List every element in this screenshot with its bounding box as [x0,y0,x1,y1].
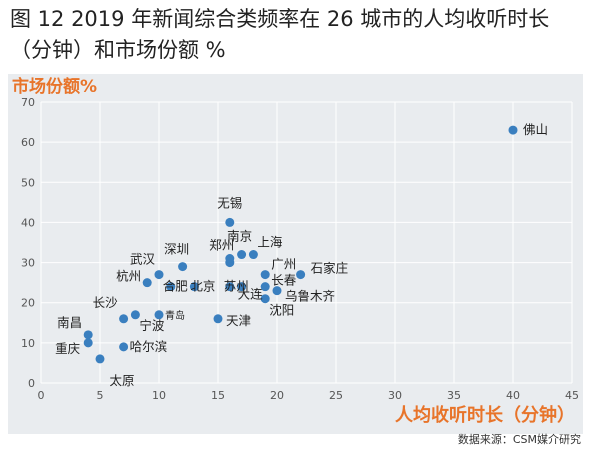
y-tick-label: 30 [21,257,35,270]
data-point [178,262,188,272]
point-label: 南昌 [57,315,82,330]
x-tick-label: 45 [565,389,579,402]
data-point [119,342,129,352]
y-tick-label: 20 [21,297,35,310]
y-tick-label: 40 [21,216,35,229]
data-point [225,217,235,227]
y-tick-label: 0 [28,377,35,390]
point-label: 宁波 [139,318,165,333]
data-points [83,125,518,364]
point-label: 乌鲁木齐 [285,289,336,304]
y-axis-label: 市场份额% [12,76,97,97]
data-point [83,330,93,340]
point-label: 长沙 [93,295,119,310]
y-tick-label: 70 [21,96,35,109]
data-point [260,282,270,292]
data-point [296,270,306,280]
point-label: 太原 [109,373,134,388]
data-point [142,278,152,288]
data-point [225,282,235,292]
point-label: 广州 [271,257,296,272]
point-label: 沈阳 [269,303,294,318]
grid-lines [40,101,573,384]
data-point [189,282,199,292]
scatter-chart: 0 5 10 15 20 25 30 35 40 45 0 10 20 30 40 50 60 70 佛山无锡南京… [12,76,579,426]
source-note: 数据来源：CSM媒介研究 [457,433,581,446]
point-label: 合肥 [163,279,189,294]
x-tick-label: 35 [447,389,461,402]
point-label: 佛山 [523,122,548,137]
data-point [260,270,270,280]
point-label: 苏州 [224,279,249,294]
plot-panel: 0 5 10 15 20 25 30 35 40 45 0 10 20 30 40 50 60 70 佛山无锡南京… [8,74,583,434]
point-label: 深圳 [164,242,189,257]
data-point [154,310,164,320]
data-point [166,282,176,292]
point-label: 上海 [257,235,283,250]
point-label: 无锡 [217,195,242,210]
data-point [508,125,518,135]
y-tick-label: 10 [21,337,35,350]
data-point [248,250,258,260]
data-point [260,294,270,304]
y-tick-label: 50 [21,176,35,189]
point-label: 杭州 [116,269,141,284]
point-label: 天津 [226,313,251,328]
data-point [130,310,140,320]
data-point [95,354,105,364]
data-point [272,286,282,296]
point-label: 哈尔滨 [130,339,168,354]
x-tick-label: 15 [211,389,225,402]
data-point [119,314,129,324]
point-label: 青岛 [165,309,185,322]
x-tick-label: 20 [270,389,284,402]
point-label: 大连 [238,287,264,302]
x-tick-label: 0 [38,389,45,402]
point-label: 北京 [190,279,215,294]
point-label: 重庆 [55,341,81,356]
point-label: 郑州 [209,238,234,253]
point-label: 石家庄 [311,261,349,276]
data-point [213,314,223,324]
point-label: 武汉 [130,252,156,267]
figure-title: 图 12 2019 年新闻综合类频率在 26 城市的人均收听时长（分钟）和市场份… [10,7,550,62]
x-tick-label: 25 [329,389,343,402]
data-point [237,250,247,260]
point-label: 长春 [271,273,297,288]
y-tick-label: 60 [21,136,35,149]
axis-ticks: 0 5 10 15 20 25 30 35 40 45 0 10 20 30 40 50 60 70 [21,96,579,402]
data-point [237,282,247,292]
point-label: 南京 [227,229,252,244]
data-point [225,254,235,264]
x-tick-label: 30 [388,389,402,402]
x-tick-label: 10 [152,389,166,402]
x-tick-label: 5 [97,389,104,402]
data-point [83,338,93,348]
data-point [154,270,164,280]
x-tick-label: 40 [506,389,520,402]
x-axis-label: 人均收听时长（分钟） [395,404,575,426]
